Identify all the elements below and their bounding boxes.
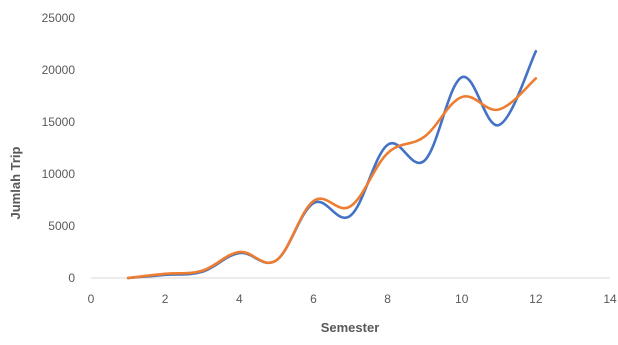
x-tick-label: 12 [529,292,543,306]
series-line-1 [126,49,538,280]
x-tick-label: 10 [455,292,469,306]
y-tick-label: 20000 [42,63,76,77]
x-tick-label: 14 [603,292,617,306]
y-tick-label: 25000 [42,11,76,25]
y-tick-label: 0 [68,271,75,285]
y-tick-label: 15000 [42,115,76,129]
series-lines [126,49,538,280]
y-tick-label: 10000 [42,167,76,181]
x-axis-title: Semester [321,320,380,335]
x-tick-label: 6 [310,292,317,306]
x-tick-label: 8 [384,292,391,306]
x-tick-label: 0 [88,292,95,306]
x-tick-label: 2 [162,292,169,306]
y-axis-title: Jumlah Trip [8,146,23,219]
x-tick-label: 4 [236,292,243,306]
y-tick-label: 5000 [48,219,75,233]
tick-labels: 0 5000 10000 15000 20000 25000 0 2 4 6 8 10 12 14 [42,11,617,306]
series-line-2 [126,77,538,280]
